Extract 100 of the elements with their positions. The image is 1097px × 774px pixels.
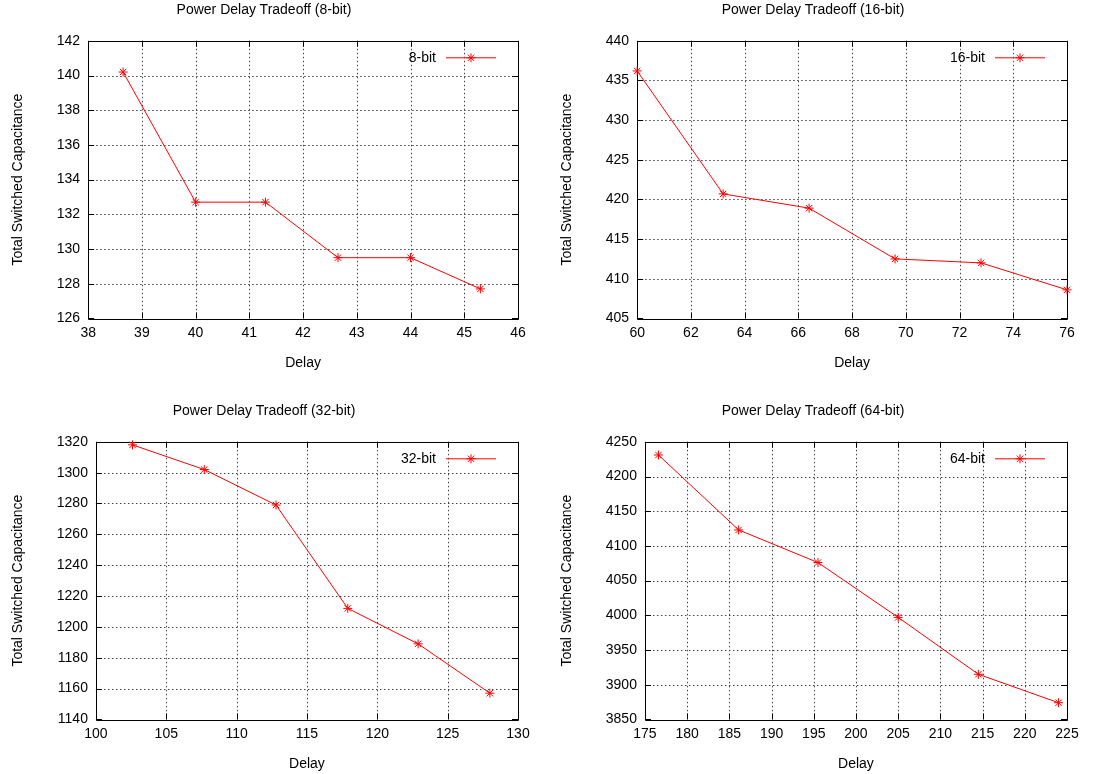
point [804, 203, 815, 214]
point [1053, 697, 1064, 708]
y-tick-label: 1140 [57, 710, 89, 727]
point [484, 688, 495, 699]
x-tick-label: 190 [759, 724, 784, 741]
legend-label: 32-bit [400, 449, 437, 466]
x-tick-label: 125 [435, 724, 460, 741]
x-tick-label: 200 [844, 724, 868, 741]
y-tick-label: 128 [56, 274, 81, 291]
x-tick-label: 220 [1013, 724, 1037, 741]
chart-title: Power Delay Tradeoff (32-bit) [172, 402, 356, 419]
x-axis-title: Delay [289, 755, 325, 772]
point [342, 603, 353, 614]
x-tick-label: 76 [1059, 323, 1075, 340]
x-tick-label: 72 [951, 323, 968, 340]
x-tick-label: 38 [80, 323, 97, 340]
y-tick-label: 3850 [605, 710, 638, 727]
y-tick-label: 420 [605, 190, 630, 207]
x-tick-label: 70 [898, 323, 914, 340]
x-tick-label: 40 [187, 323, 204, 340]
point [271, 500, 282, 511]
y-tick-label: 1200 [56, 617, 89, 634]
y-tick-label: 415 [605, 229, 630, 246]
x-tick-label: 185 [717, 724, 742, 741]
x-tick-label: 175 [633, 724, 657, 741]
point [973, 669, 984, 680]
y-tick-label: 138 [56, 101, 81, 118]
x-tick-label: 130 [506, 724, 530, 741]
point [260, 197, 271, 208]
x-tick-label: 120 [365, 724, 390, 741]
point [632, 65, 643, 76]
chart-title: Power Delay Tradeoff (64-bit) [721, 402, 905, 419]
x-tick-label: 225 [1055, 724, 1079, 741]
y-tick-label: 1240 [56, 556, 89, 573]
y-tick-label: 136 [56, 135, 81, 152]
point [118, 67, 129, 78]
y-tick-label: 126 [56, 309, 81, 326]
point [893, 612, 904, 623]
x-tick-label: 60 [629, 323, 646, 340]
legend-label: 64-bit [949, 449, 986, 466]
x-tick-label: 110 [225, 724, 248, 741]
point [653, 449, 664, 460]
y-tick-label: 140 [56, 66, 81, 83]
point [413, 638, 424, 649]
y-tick-label: 1280 [56, 494, 89, 511]
x-tick-label: 44 [402, 323, 419, 340]
x-tick-label: 195 [802, 724, 826, 741]
y-tick-label: 134 [56, 170, 81, 187]
y-axis-title: Total Switched Capacitance [558, 93, 575, 266]
y-tick-label: 142 [56, 31, 81, 48]
chart-title: Power Delay Tradeoff (8-bit) [176, 1, 352, 18]
y-axis-title: Total Switched Capacitance [9, 494, 26, 667]
y-tick-label: 3950 [605, 640, 638, 657]
y-tick-label: 4150 [605, 502, 638, 519]
x-tick-label: 115 [295, 724, 319, 741]
x-tick-label: 39 [134, 323, 150, 340]
y-tick-label: 1160 [57, 679, 89, 696]
x-tick-label: 215 [970, 724, 995, 741]
x-tick-label: 46 [510, 323, 526, 340]
x-axis-title: Delay [834, 354, 870, 371]
x-tick-label: 43 [349, 323, 365, 340]
y-tick-label: 410 [605, 269, 630, 286]
x-tick-label: 74 [1005, 323, 1022, 340]
y-tick-label: 425 [605, 150, 630, 167]
y-axis-title: Total Switched Capacitance [558, 494, 575, 667]
point [333, 252, 343, 263]
point [976, 257, 987, 268]
x-tick-label: 45 [456, 323, 473, 340]
y-tick-label: 1260 [56, 525, 89, 542]
y-tick-label: 435 [605, 71, 630, 88]
y-axis-title: Total Switched Capacitance [9, 93, 26, 266]
point [890, 253, 901, 264]
y-tick-label: 3900 [605, 675, 638, 692]
y-tick-label: 1320 [56, 432, 89, 449]
y-tick-label: 4050 [605, 571, 638, 588]
x-tick-label: 205 [886, 724, 911, 741]
point [733, 524, 744, 535]
y-tick-label: 130 [56, 239, 81, 256]
y-tick-label: 4000 [605, 606, 638, 623]
x-tick-label: 100 [84, 724, 108, 741]
chart-title: Power Delay Tradeoff (16-bit) [721, 1, 905, 18]
point [190, 197, 201, 208]
point [405, 252, 416, 263]
x-tick-label: 64 [736, 323, 753, 340]
point [199, 464, 210, 475]
y-tick-label: 405 [605, 309, 630, 326]
x-tick-label: 41 [241, 323, 258, 340]
y-tick-label: 1180 [57, 648, 89, 665]
point [127, 439, 138, 450]
legend-label: 8-bit [408, 48, 437, 65]
point [475, 283, 486, 294]
point [1062, 284, 1072, 295]
y-tick-label: 4100 [605, 536, 638, 553]
y-tick-label: 4250 [605, 432, 638, 449]
y-tick-label: 440 [605, 31, 630, 48]
y-tick-label: 132 [56, 205, 81, 222]
x-tick-label: 180 [675, 724, 700, 741]
x-tick-label: 105 [154, 724, 179, 741]
x-axis-title: Delay [838, 755, 874, 772]
point [718, 188, 729, 199]
